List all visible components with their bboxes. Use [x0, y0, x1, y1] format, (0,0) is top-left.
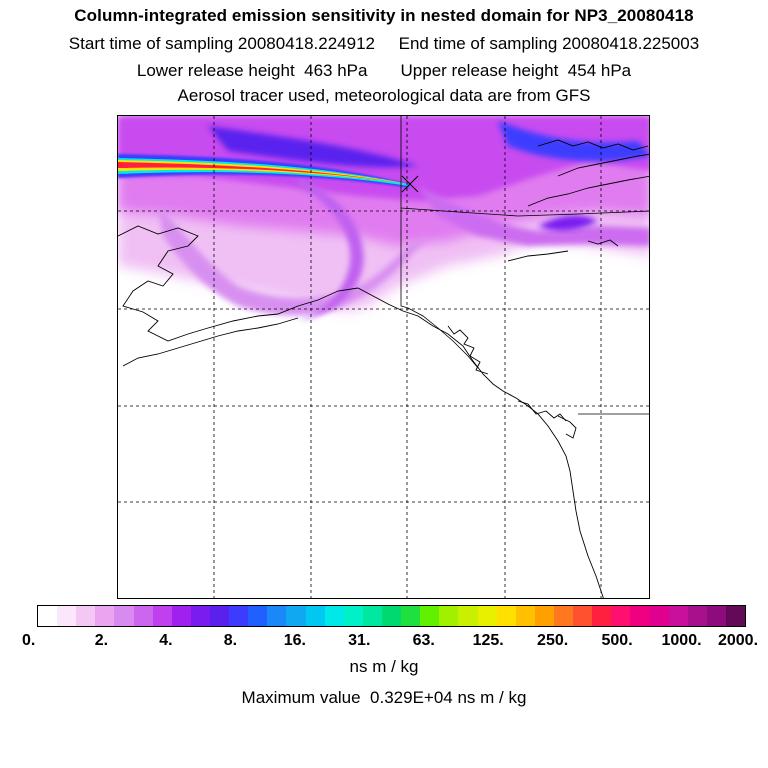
colorbar-tick-label: 31.	[348, 632, 371, 649]
colorbar-swatch	[496, 606, 516, 626]
emission-sensitivity-field	[118, 116, 649, 321]
colorbar-swatch	[534, 606, 554, 626]
colorbar-swatch	[152, 606, 172, 626]
colorbar-swatch	[649, 606, 669, 626]
colorbar-tick-label: 8.	[223, 632, 238, 649]
tracer-info-line: Aerosol tracer used, meteorological data…	[177, 86, 591, 105]
map-canvas	[118, 116, 649, 598]
colorbar-swatch	[515, 606, 535, 626]
colorbar-swatch	[477, 606, 497, 626]
political-boundaries	[400, 116, 649, 415]
colorbar-swatch	[248, 606, 268, 626]
colorbar	[37, 605, 746, 627]
sampling-time-line: Start time of sampling 20080418.224912 E…	[68, 34, 700, 53]
lat-lon-grid	[118, 116, 649, 598]
colorbar-swatch	[286, 606, 306, 626]
release-height-line: Lower release height 463 hPa Upper relea…	[136, 61, 632, 80]
colorbar-swatch	[209, 606, 230, 626]
colorbar-tick-label: 2000.	[717, 632, 759, 649]
coastlines	[118, 139, 649, 598]
colorbar-tick-label: 4.	[159, 632, 173, 649]
colorbar-swatch	[381, 606, 402, 626]
colorbar-tick-label: 0.	[22, 632, 36, 649]
colorbar-swatch	[420, 606, 440, 626]
colorbar-swatch	[725, 606, 746, 626]
colorbar-swatch	[133, 606, 153, 626]
colorbar-swatch	[267, 606, 287, 626]
colorbar-swatch	[630, 606, 650, 626]
colorbar-swatch	[324, 606, 344, 626]
colorbar-swatch	[573, 606, 593, 626]
colorbar-swatch	[229, 606, 249, 626]
colorbar-tick-label: 1000.	[661, 632, 702, 649]
colorbar-swatch	[592, 606, 612, 626]
colorbar-swatch	[687, 606, 707, 626]
colorbar-swatch	[95, 606, 115, 626]
colorbar-swatch	[190, 606, 210, 626]
colorbar-swatch	[668, 606, 688, 626]
colorbar-swatch	[76, 606, 96, 626]
colorbar-tick-label: 2.	[94, 632, 109, 649]
release-location-marker	[401, 175, 419, 193]
colorbar-swatch	[611, 606, 631, 626]
colorbar-swatch	[171, 606, 191, 626]
colorbar-tick-label: 63.	[412, 632, 435, 649]
colorbar-swatch	[38, 606, 58, 626]
colorbar-tick-label: 125.	[472, 632, 504, 649]
colorbar-tick-label: 250.	[537, 632, 569, 649]
colorbar-swatch	[362, 606, 382, 626]
colorbar-swatch	[401, 606, 421, 626]
colorbar-swatch	[114, 606, 134, 626]
colorbar-swatch	[305, 606, 325, 626]
colorbar-swatch	[553, 606, 574, 626]
plot-title: Column-integrated emission sensitivity i…	[74, 6, 694, 25]
colorbar-tick-label: 16.	[283, 632, 306, 649]
colorbar-unit: ns m / kg	[349, 657, 419, 676]
maximum-value-label: Maximum value 0.329E+04 ns m / kg	[241, 688, 527, 707]
colorbar-tick-label: 500.	[601, 632, 633, 649]
colorbar-swatch	[706, 606, 726, 626]
colorbar-swatch	[343, 606, 363, 626]
colorbar-swatch	[458, 606, 478, 626]
colorbar-swatch	[57, 606, 77, 626]
colorbar-swatch	[439, 606, 459, 626]
map-panel	[117, 115, 650, 599]
